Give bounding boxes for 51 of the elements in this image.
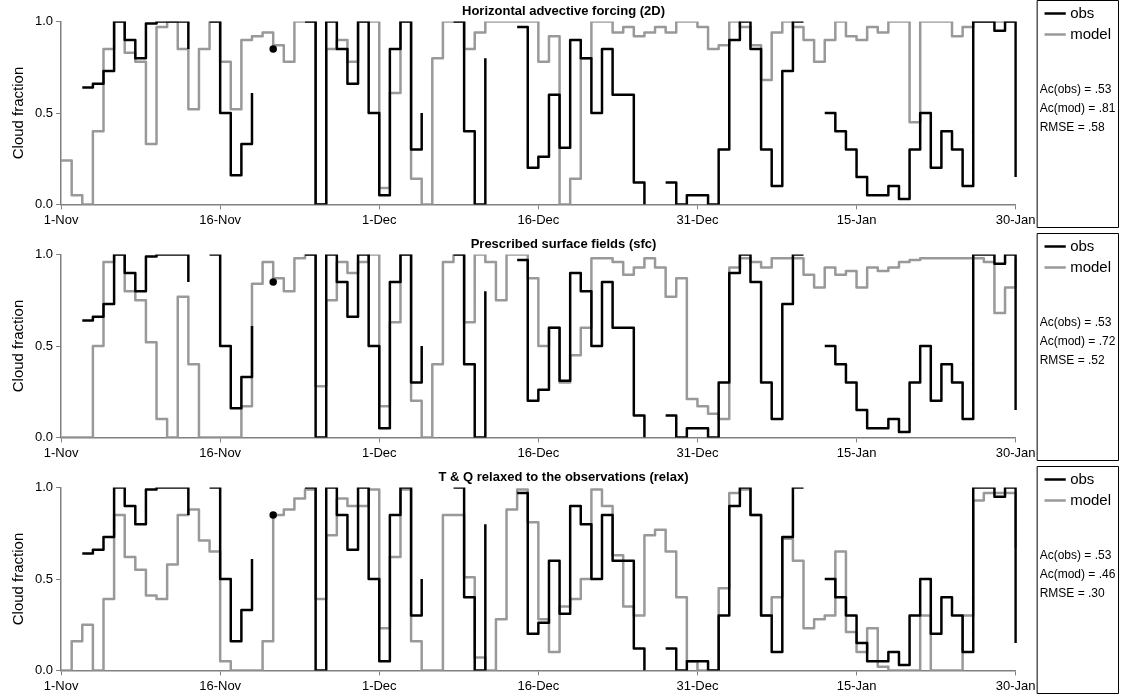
y-tick-label: 0.5 [34, 570, 54, 586]
y-tick-label: 0.0 [34, 661, 54, 677]
y-axis-title: Cloud fraction [9, 66, 27, 160]
text: Ac(obs) = .53 [1039, 81, 1112, 96]
x-tick-label: 1-Nov [43, 211, 79, 227]
y-tick-label: 1.0 [34, 246, 54, 262]
x-tick-label: 30-Jan [995, 444, 1036, 460]
x-tick-label: 15-Jan [836, 444, 877, 460]
text: Ac(obs) = .53 [1039, 547, 1112, 562]
legend-label: obs [1070, 3, 1095, 21]
legend-label: model [1070, 257, 1111, 275]
chart-title: Horizontal advective forcing (2D) [462, 3, 665, 19]
legend-label: obs [1070, 236, 1095, 254]
legend-label: model [1070, 24, 1111, 42]
y-tick-label: 0.0 [34, 428, 54, 444]
x-tick-label: 16-Nov [199, 444, 242, 460]
y-axis-title: Cloud fraction [9, 299, 27, 393]
text: Ac(mod) = .81 [1039, 100, 1116, 115]
x-tick-label: 16-Dec [517, 444, 560, 460]
x-tick-label: 15-Jan [836, 677, 877, 693]
x-tick-label: 30-Jan [995, 677, 1036, 693]
y-tick-label: 0.5 [34, 337, 54, 353]
y-tick-label: 0.0 [34, 195, 54, 211]
chart-title: T & Q relaxed to the observations (relax) [438, 469, 689, 485]
text: RMSE = .30 [1039, 585, 1105, 600]
x-tick-label: 1-Nov [43, 677, 79, 693]
y-tick-label: 1.0 [34, 13, 54, 29]
text: Ac(obs) = .53 [1039, 314, 1112, 329]
x-tick-label: 31-Dec [676, 211, 719, 227]
x-tick-label: 31-Dec [676, 444, 719, 460]
x-tick-label: 1-Dec [361, 677, 398, 693]
x-tick-label: 1-Nov [43, 444, 79, 460]
x-tick-label: 16-Nov [199, 211, 242, 227]
legend-label: obs [1070, 469, 1095, 487]
chart-title: Prescribed surface fields (sfc) [470, 236, 657, 252]
x-tick-label: 1-Dec [361, 444, 398, 460]
text: Ac(mod) = .46 [1039, 566, 1116, 581]
x-tick-label: 31-Dec [676, 677, 719, 693]
text: RMSE = .52 [1039, 352, 1105, 367]
x-tick-label: 16-Dec [517, 211, 560, 227]
x-tick-label: 1-Dec [361, 211, 398, 227]
y-axis-title: Cloud fraction [9, 532, 27, 626]
text: RMSE = .58 [1039, 119, 1105, 134]
y-tick-label: 1.0 [34, 479, 54, 495]
x-tick-label: 30-Jan [995, 211, 1036, 227]
text: Ac(mod) = .72 [1039, 333, 1116, 348]
x-tick-label: 16-Dec [517, 677, 560, 693]
x-tick-label: 16-Nov [199, 677, 242, 693]
x-tick-label: 15-Jan [836, 211, 877, 227]
y-tick-label: 0.5 [34, 104, 54, 120]
legend-label: model [1070, 490, 1111, 508]
